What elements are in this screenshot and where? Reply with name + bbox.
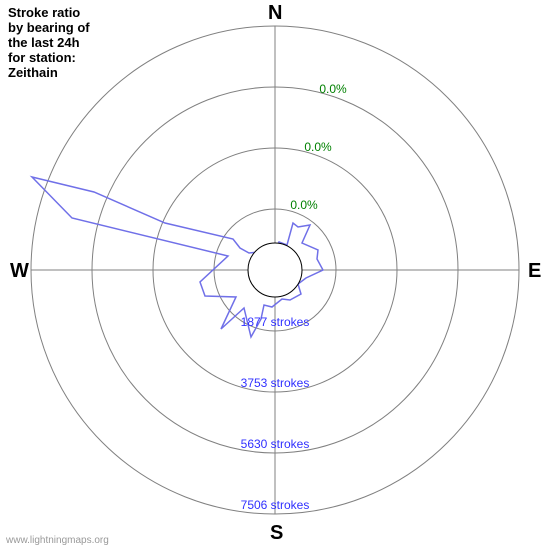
cardinal-n: N	[268, 2, 282, 25]
chart-container: Stroke ratio by bearing of the last 24h …	[0, 0, 550, 550]
stroke-count-label: 7506 strokes	[241, 498, 310, 512]
percent-label: 0.0%	[319, 82, 346, 96]
stroke-count-label: 1877 strokes	[241, 315, 310, 329]
polar-chart-svg	[0, 0, 550, 550]
percent-label: 0.0%	[290, 198, 317, 212]
cardinal-e: E	[528, 260, 541, 283]
cardinal-w: W	[10, 260, 29, 283]
percent-label: 0.0%	[304, 140, 331, 154]
inner-circle	[248, 243, 302, 297]
cardinal-s: S	[270, 522, 283, 545]
credit-text: www.lightningmaps.org	[6, 535, 109, 546]
stroke-count-label: 3753 strokes	[241, 376, 310, 390]
stroke-count-label: 5630 strokes	[241, 437, 310, 451]
chart-title: Stroke ratio by bearing of the last 24h …	[8, 6, 90, 81]
